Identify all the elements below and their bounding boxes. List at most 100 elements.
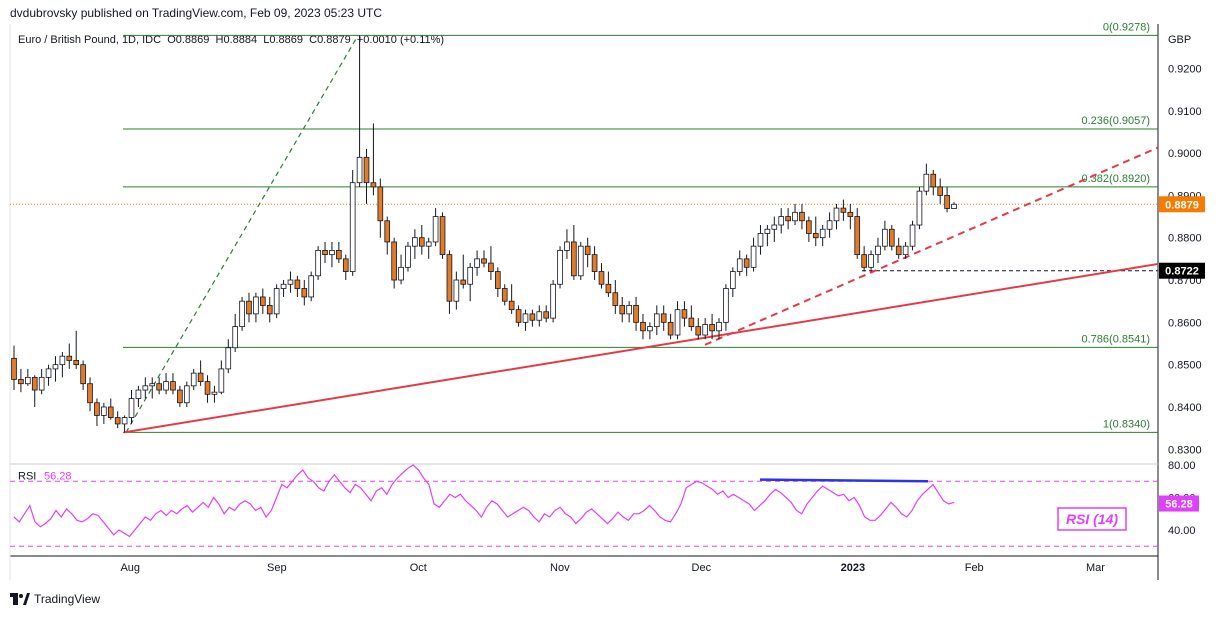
candle-body[interactable] bbox=[474, 258, 480, 268]
rising-support-trendline[interactable] bbox=[123, 262, 1159, 434]
candle-body[interactable] bbox=[626, 305, 632, 315]
candle-body[interactable] bbox=[888, 228, 895, 247]
candle-body[interactable] bbox=[260, 296, 266, 306]
candle-body[interactable] bbox=[619, 305, 626, 315]
rsi-divergence-line[interactable] bbox=[759, 478, 929, 483]
candle-body[interactable] bbox=[204, 381, 211, 395]
candle-body[interactable] bbox=[349, 182, 356, 272]
candle-body[interactable] bbox=[792, 211, 798, 222]
candle-body[interactable] bbox=[909, 224, 916, 247]
candle-body[interactable] bbox=[640, 321, 646, 332]
candle-body[interactable] bbox=[902, 245, 909, 256]
candle-body[interactable] bbox=[460, 279, 467, 285]
candle-body[interactable] bbox=[87, 383, 93, 404]
candle-body[interactable] bbox=[149, 383, 156, 387]
candle-body[interactable] bbox=[287, 279, 294, 285]
candle-body[interactable] bbox=[488, 262, 494, 272]
candle-body[interactable] bbox=[405, 245, 411, 268]
candle-body[interactable] bbox=[425, 241, 432, 247]
candle-body[interactable] bbox=[418, 237, 425, 247]
candle-body[interactable] bbox=[930, 173, 937, 188]
candle-body[interactable] bbox=[695, 326, 702, 336]
candle-body[interactable] bbox=[515, 309, 522, 323]
candle-body[interactable] bbox=[446, 254, 453, 302]
candle-body[interactable] bbox=[225, 347, 232, 370]
candle-body[interactable] bbox=[716, 321, 722, 332]
candle-body[interactable] bbox=[923, 173, 930, 192]
candle-body[interactable] bbox=[826, 220, 833, 230]
candle-body[interactable] bbox=[882, 228, 888, 247]
candle-body[interactable] bbox=[439, 216, 446, 256]
candle-body[interactable] bbox=[660, 313, 667, 323]
candle-body[interactable] bbox=[785, 216, 791, 222]
candle-body[interactable] bbox=[702, 324, 708, 336]
candle-body[interactable] bbox=[757, 233, 764, 247]
candle-body[interactable] bbox=[391, 241, 397, 281]
candle-body[interactable] bbox=[308, 275, 315, 298]
candle-body[interactable] bbox=[336, 250, 342, 260]
candle-body[interactable] bbox=[101, 406, 107, 416]
rsi-line[interactable] bbox=[13, 464, 955, 538]
candle-body[interactable] bbox=[543, 311, 550, 319]
candle-body[interactable] bbox=[197, 372, 204, 382]
candle-body[interactable] bbox=[951, 203, 957, 209]
candle-body[interactable] bbox=[688, 317, 695, 327]
candle-body[interactable] bbox=[653, 313, 660, 327]
candle-body[interactable] bbox=[571, 241, 577, 277]
candle-body[interactable] bbox=[412, 237, 418, 247]
candle-body[interactable] bbox=[812, 233, 819, 239]
candle-body[interactable] bbox=[709, 324, 715, 332]
candle-body[interactable] bbox=[301, 288, 308, 298]
candle-body[interactable] bbox=[114, 417, 121, 425]
candle-body[interactable] bbox=[25, 376, 31, 385]
candle-body[interactable] bbox=[66, 355, 73, 361]
brand[interactable]: TradingView bbox=[10, 592, 100, 606]
candle-body[interactable] bbox=[584, 245, 591, 256]
candle-body[interactable] bbox=[253, 296, 259, 315]
rising-dashed-trendline[interactable] bbox=[704, 146, 1159, 346]
candle-body[interactable] bbox=[840, 207, 847, 213]
candle-body[interactable] bbox=[453, 279, 460, 302]
candle-body[interactable] bbox=[280, 283, 287, 289]
candle-body[interactable] bbox=[398, 266, 404, 281]
candle-body[interactable] bbox=[667, 321, 674, 336]
candle-body[interactable] bbox=[356, 156, 363, 184]
candle-body[interactable] bbox=[80, 364, 86, 385]
symbol-name[interactable]: Euro / British Pound, 1D, IDC bbox=[18, 34, 162, 46]
candle-body[interactable] bbox=[329, 250, 335, 256]
candle-body[interactable] bbox=[156, 383, 162, 391]
candle-body[interactable] bbox=[135, 389, 142, 399]
candle-body[interactable] bbox=[591, 254, 598, 272]
candle-body[interactable] bbox=[31, 376, 38, 391]
candle-body[interactable] bbox=[52, 364, 59, 370]
candle-body[interactable] bbox=[73, 360, 80, 366]
candle-body[interactable] bbox=[612, 292, 619, 306]
candle-body[interactable] bbox=[833, 207, 840, 222]
candle-body[interactable] bbox=[218, 368, 225, 393]
candle-body[interactable] bbox=[743, 258, 750, 268]
candle-body[interactable] bbox=[557, 250, 563, 285]
candle-body[interactable] bbox=[736, 258, 743, 272]
candle-body[interactable] bbox=[121, 417, 128, 425]
candle-body[interactable] bbox=[163, 381, 169, 391]
candle-body[interactable] bbox=[481, 258, 487, 264]
candle-body[interactable] bbox=[322, 250, 328, 256]
candle-body[interactable] bbox=[764, 228, 771, 234]
candle-body[interactable] bbox=[868, 254, 874, 268]
candle-body[interactable] bbox=[861, 254, 867, 268]
candle-body[interactable] bbox=[778, 216, 785, 226]
candle-body[interactable] bbox=[467, 266, 473, 285]
candle-body[interactable] bbox=[806, 220, 812, 234]
candle-body[interactable] bbox=[674, 309, 681, 336]
candle-body[interactable] bbox=[432, 216, 439, 243]
candle-body[interactable] bbox=[944, 194, 950, 209]
candle-body[interactable] bbox=[183, 385, 190, 404]
candle-body[interactable] bbox=[38, 376, 45, 391]
candle-body[interactable] bbox=[177, 389, 183, 404]
candle-body[interactable] bbox=[647, 326, 653, 332]
candle-body[interactable] bbox=[370, 182, 377, 188]
candle-body[interactable] bbox=[45, 368, 52, 378]
candle-body[interactable] bbox=[875, 245, 881, 256]
candle-body[interactable] bbox=[577, 245, 584, 277]
